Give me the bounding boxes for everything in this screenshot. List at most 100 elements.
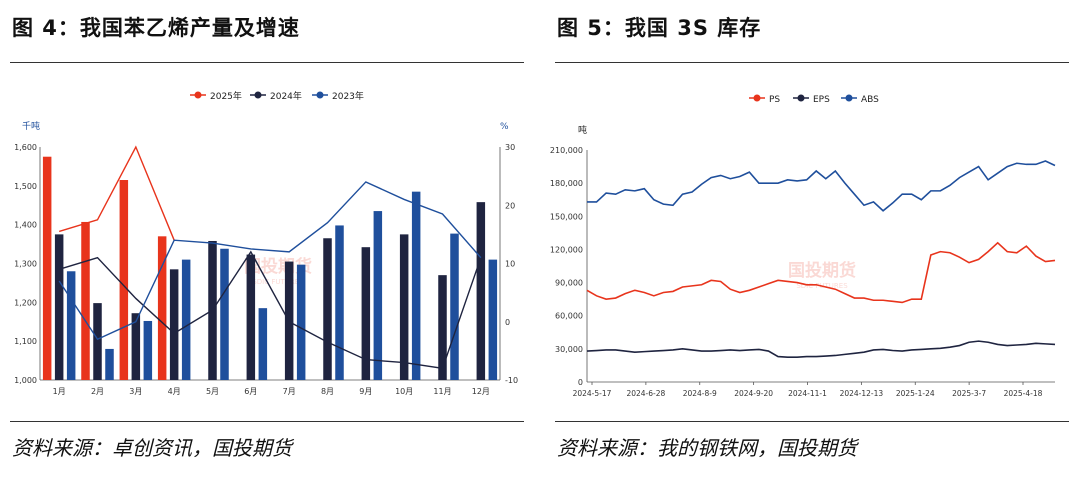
bar-2023年 — [296, 264, 306, 380]
legend-label: 2023年 — [332, 90, 364, 102]
bar-2024年 — [438, 275, 447, 380]
x-tick-label: 7月 — [283, 387, 296, 396]
left-figure-title: 图 4：我国苯乙烯产量及增速 — [12, 16, 300, 40]
x-tick-label: 2024-11-1 — [788, 389, 827, 398]
x-tick-label: 12月 — [472, 387, 490, 396]
y-tick-label: 30,000 — [555, 345, 583, 354]
bar-2024年 — [93, 303, 102, 380]
y-tick-label: 0 — [578, 378, 583, 387]
left-top-rule — [10, 62, 524, 63]
left-y-tick-label: 1,100 — [14, 337, 37, 346]
bar-2023年 — [411, 191, 421, 380]
left-figure-panel: 图 4：我国苯乙烯产量及增速 国投期货 SDIC FUTURES 1,000 1,10… — [0, 0, 530, 481]
left-y-axis-unit: 千吨 — [22, 120, 40, 132]
y-axis-unit: 吨 — [578, 124, 587, 136]
x-tick-label: 4月 — [168, 387, 181, 396]
x-tick-label: 6月 — [244, 387, 257, 396]
bar-2024年 — [131, 313, 141, 380]
bar-2024年 — [399, 234, 409, 380]
y-tick-label: 180,000 — [550, 179, 583, 188]
bar-2025年 — [42, 156, 52, 380]
legend-marker-ABS — [845, 94, 853, 102]
growth-line-2025年增速 — [58, 145, 175, 241]
left-y-tick-label: 1,600 — [14, 143, 37, 152]
bar-2023年 — [450, 233, 459, 380]
right-bottom-rule — [555, 421, 1069, 422]
bar-2025年 — [157, 236, 167, 380]
right-y-axis-unit: % — [500, 122, 509, 132]
bar-2024年 — [323, 238, 332, 380]
x-tick-label: 2025-1-24 — [896, 389, 935, 398]
y-tick-label: 60,000 — [555, 312, 583, 321]
left-watermark-sub: SDIC FUTURES — [252, 278, 304, 286]
growth-line-2023年增速 — [58, 181, 482, 341]
series-line-EPS — [586, 340, 1056, 358]
y-tick-label: 120,000 — [550, 245, 583, 254]
x-tick-label: 3月 — [129, 387, 142, 396]
bar-2023年 — [181, 259, 191, 380]
bar-2023年 — [66, 271, 76, 380]
right-figure-title: 图 5：我国 3S 库存 — [557, 16, 762, 40]
x-tick-label: 10月 — [395, 387, 413, 396]
legend-marker-EPS — [797, 94, 805, 102]
right-y-tick-label: 30 — [505, 143, 515, 152]
y-tick-label: 150,000 — [550, 212, 583, 221]
bar-2023年 — [220, 248, 229, 380]
x-tick-label: 5月 — [206, 387, 219, 396]
bar-2025年 — [81, 221, 90, 380]
left-y-tick-label: 1,200 — [14, 298, 37, 307]
bar-2025年 — [119, 180, 129, 380]
left-y-tick-label: 1,000 — [14, 376, 37, 385]
legend-label: ABS — [861, 95, 879, 105]
x-tick-label: 2024-8-9 — [683, 389, 717, 398]
left-y-tick-label: 1,400 — [14, 221, 37, 230]
left-bottom-rule — [10, 421, 524, 422]
right-y-tick-label: 10 — [505, 260, 515, 269]
legend-marker-2025年 — [194, 91, 202, 99]
legend-label: PS — [769, 95, 780, 105]
left-y-tick-label: 1,300 — [14, 260, 37, 269]
y-tick-label: 90,000 — [555, 279, 583, 288]
x-tick-label: 2024-6-28 — [626, 389, 665, 398]
left-source-note: 资料来源：卓创资讯，国投期货 — [12, 436, 292, 460]
right-y-tick-label: 0 — [505, 318, 510, 327]
legend-marker-2023年 — [316, 91, 324, 99]
legend-label: EPS — [813, 95, 830, 105]
x-tick-label: 1月 — [53, 387, 66, 396]
bar-2024年 — [476, 202, 486, 380]
bar-2024年 — [169, 269, 179, 380]
right-y-tick-label: -10 — [505, 376, 518, 385]
x-tick-label: 2024-5-17 — [573, 389, 612, 398]
x-tick-label: 11月 — [433, 387, 451, 396]
bar-2023年 — [488, 259, 498, 380]
bar-2023年 — [143, 320, 153, 380]
right-watermark: 国投期货 — [788, 260, 856, 281]
series-line-PS — [586, 241, 1056, 304]
legend-marker-2024年 — [254, 91, 262, 99]
legend-marker-PS — [753, 94, 761, 102]
x-tick-label: 8月 — [321, 387, 334, 396]
y-tick-label: 210,000 — [550, 146, 583, 155]
x-tick-label: 2025-4-18 — [1004, 389, 1043, 398]
bar-2023年 — [258, 308, 268, 380]
x-tick-label: 2024-12-13 — [840, 389, 884, 398]
left-y-tick-label: 1,500 — [14, 182, 37, 191]
right-figure-panel: 图 5：我国 3S 库存 国投期货 SDIC FUTURES 0 30,000 60,0… — [545, 0, 1075, 481]
right-top-rule — [555, 62, 1069, 63]
growth-line-2024年增速 — [58, 250, 482, 370]
bar-2024年 — [361, 247, 371, 380]
x-tick-label: 9月 — [359, 387, 372, 396]
legend-label: 2024年 — [270, 90, 302, 102]
bar-2023年 — [373, 211, 383, 380]
x-tick-label: 2月 — [91, 387, 104, 396]
bar-2023年 — [335, 225, 344, 380]
x-tick-label: 2024-9-20 — [734, 389, 773, 398]
bar-2023年 — [105, 348, 114, 380]
legend-label: 2025年 — [210, 90, 242, 102]
bar-2024年 — [246, 254, 256, 380]
right-source-note: 资料来源：我的钢铁网，国投期货 — [557, 436, 857, 460]
series-line-ABS — [587, 160, 1056, 212]
bar-2024年 — [54, 234, 64, 380]
